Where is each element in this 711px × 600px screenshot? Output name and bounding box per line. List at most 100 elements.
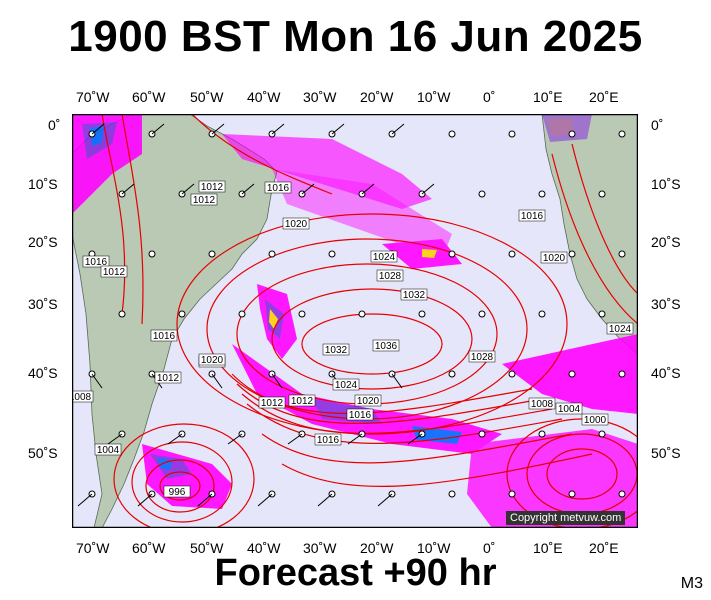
isobar-label: 1016 [82,255,110,268]
isobar-label-layer: 1016 1012 1012 1020 1016 1024 1028 1032 … [72,180,634,498]
lon-label: 40˚W [247,540,281,556]
isobar-label: 1016 [314,433,342,446]
lon-label: 50˚W [190,540,224,556]
isobar-label: 1028 [468,350,496,363]
wind-barbs [88,130,626,498]
lat-label: 0˚ [48,117,61,133]
svg-text:1032: 1032 [403,290,426,301]
svg-text:1024: 1024 [609,324,632,335]
lon-label: 50˚W [190,89,224,105]
lon-label: 10˚W [417,540,451,556]
svg-text:1016: 1016 [317,435,340,446]
svg-text:1020: 1020 [285,219,308,230]
isobar-label: 1020 [198,353,226,366]
isobar-label: 1016 [518,209,546,222]
lon-label: 20˚W [360,89,394,105]
svg-text:1036: 1036 [375,341,398,352]
lat-label: 20˚S [651,234,681,250]
isobar-label: 1020 [354,394,382,407]
lat-label: 10˚S [28,176,58,192]
map-border [72,114,638,528]
isobar-label: 1024 [370,250,398,263]
isobar-label: 1032 [322,343,350,356]
forecast-label: Forecast +90 hr [214,552,497,594]
svg-text:1012: 1012 [291,396,314,407]
lat-label: 30˚S [28,296,58,312]
svg-text:1020: 1020 [201,355,224,366]
lon-label: 60˚W [132,540,166,556]
isobar-label: 1020 [282,217,310,230]
isobar-label: 1032 [400,288,428,301]
svg-text:1008: 1008 [531,399,554,410]
isobar-label: 1004 [94,443,122,456]
svg-text:1004: 1004 [558,404,581,415]
svg-text:1032: 1032 [325,345,348,356]
weather-map: 1016 1012 1012 1020 1016 1024 1028 1032 … [72,114,638,528]
lon-label: 40˚W [247,89,281,105]
isobar-label: 1008 [528,397,556,410]
wind-barb-staffs [77,123,435,507]
isobar-label: 1012 [190,193,218,206]
copyright-notice: Copyright metvuw.com [506,511,626,525]
lon-label: 0˚ [483,89,496,105]
lon-label: 70˚W [76,540,110,556]
isobar-label: 1004 [555,402,583,415]
svg-text:1020: 1020 [543,253,566,264]
lon-label: 10˚E [533,89,563,105]
lat-label: 40˚S [651,365,681,381]
svg-text:1028: 1028 [471,352,494,363]
lon-label: 70˚W [76,89,110,105]
svg-text:1016: 1016 [153,331,176,342]
isobar-label: 1036 [372,339,400,352]
isobar-label: 1012 [154,371,182,384]
isobar-label: 1000 [581,413,609,426]
lat-label: 50˚S [651,445,681,461]
lon-label: 10˚W [417,89,451,105]
model-code: M3 [680,575,703,592]
svg-text:1024: 1024 [335,380,358,391]
isobar-label: 1016 [346,408,374,421]
isobar-label: 1016 [264,181,292,194]
svg-text:1012: 1012 [103,267,126,278]
lat-label: 20˚S [28,234,58,250]
isobar-label: 996 [163,485,191,498]
svg-text:1028: 1028 [379,271,402,282]
isobar-label: 1012 [100,265,128,278]
lat-label: 50˚S [28,445,58,461]
isobar-label: 1012 [198,180,226,193]
lon-label: 30˚W [303,540,337,556]
africa-land [541,114,638,355]
isobar-label: 1024 [332,378,360,391]
lat-label: 30˚S [651,296,681,312]
svg-text:1016: 1016 [267,183,290,194]
isobar-label: 1016 [150,329,178,342]
lat-label: 10˚S [651,176,681,192]
svg-text:996: 996 [169,487,186,498]
lat-label: 0˚ [651,117,664,133]
svg-text:1012: 1012 [157,373,180,384]
isobar-label: 1012 [258,396,286,409]
lon-label: 60˚W [132,89,166,105]
lon-label: 20˚E [589,540,619,556]
lat-label: 40˚S [28,365,58,381]
svg-text:1012: 1012 [261,398,284,409]
isobar-label: 1028 [376,269,404,282]
lon-label: 0˚ [483,540,496,556]
svg-text:1004: 1004 [97,445,120,456]
svg-text:1000: 1000 [584,415,607,426]
isobar-label: 1020 [540,251,568,264]
isobar-label: 1024 [606,322,634,335]
svg-text:1008: 1008 [72,392,92,403]
lon-label: 20˚W [360,540,394,556]
isobar-label: 1012 [288,394,316,407]
lon-label: 10˚E [533,540,563,556]
svg-text:1024: 1024 [373,252,396,263]
lon-label: 20˚E [589,89,619,105]
isobar-label: 1008 [72,390,94,403]
south-america-land [72,114,278,528]
svg-text:1016: 1016 [349,410,372,421]
svg-text:1016: 1016 [521,211,544,222]
chart-title: 1900 BST Mon 16 Jun 2025 [68,12,643,61]
svg-text:1020: 1020 [357,396,380,407]
svg-text:1016: 1016 [85,257,108,268]
